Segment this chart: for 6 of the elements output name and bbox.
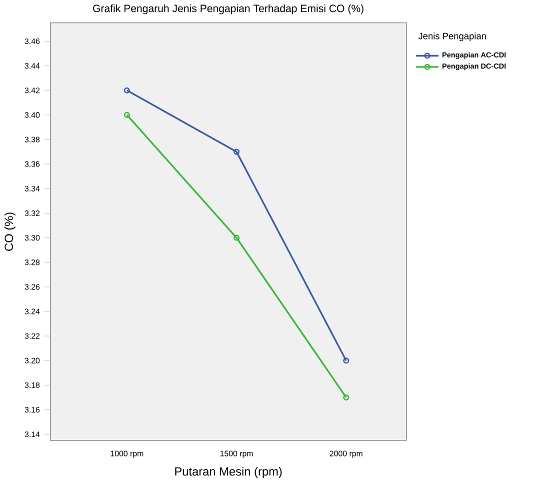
point xyxy=(234,234,240,241)
x-axis-title: Putaran Mesin (rpm) xyxy=(175,466,282,478)
y-axis-title: CO (%) xyxy=(4,212,16,251)
point xyxy=(234,148,240,155)
legend-title: Jenis Pengapian xyxy=(418,32,486,42)
chart-title: Grafik Pengaruh Jenis Pengapian Terhadap Emisi CO (%) xyxy=(93,4,364,14)
